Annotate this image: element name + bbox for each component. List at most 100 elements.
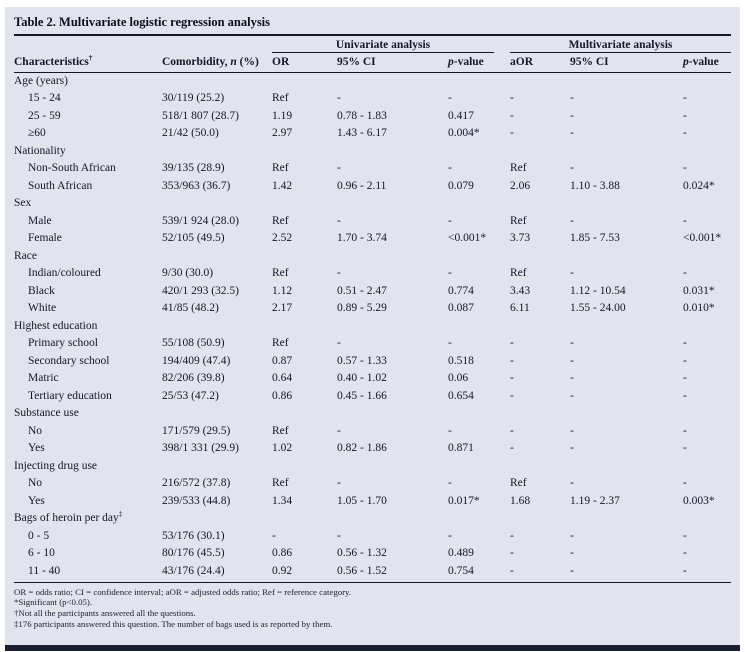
column-header-characteristics: Characteristics† (14, 53, 162, 73)
footnote-line: ‡176 participants answered this question… (14, 618, 333, 629)
cell-characteristic: Non-South African (28, 162, 116, 175)
cell-p-univariate: - (448, 214, 452, 227)
cell-or: 2.17 (272, 302, 293, 315)
cell-p-multivariate: - (683, 564, 687, 577)
cell-p-univariate: <0.001* (448, 232, 487, 245)
cell-aor: 6.11 (510, 302, 530, 315)
table-row: 0 - 5 53/176 (30.1) - - - - - - (14, 527, 731, 545)
cell-ci-univariate: 0.89 - 5.29 (337, 302, 387, 315)
cell-aor: Ref (510, 477, 527, 490)
section-label: Substance use (14, 407, 79, 420)
table-row: Male 539/1 924 (28.0) Ref - - Ref - - (14, 212, 731, 230)
cell-aor: Ref (510, 267, 527, 280)
table-row: Female 52/105 (49.5) 2.52 1.70 - 3.74 <0.001… (14, 230, 731, 248)
cell-p-univariate: 0.518 (448, 354, 474, 367)
table-row: 25 - 59 518/1 807 (28.7) 1.19 0.78 - 1.83 0.… (14, 107, 731, 125)
cell-p-multivariate: 0.003* (683, 494, 715, 507)
cell-p-univariate: 0.754 (448, 564, 474, 577)
table-row: No 171/579 (29.5) Ref - - - - - (14, 422, 731, 440)
cell-comorbidity: 518/1 807 (28.7) (162, 109, 239, 122)
section-row: Race (14, 247, 731, 265)
title-rule (14, 34, 731, 36)
cell-comorbidity: 353/963 (36.7) (162, 179, 231, 192)
cell-p-multivariate: - (683, 389, 687, 402)
cell-ci-multivariate: - (570, 127, 574, 140)
cell-characteristic: Yes (28, 494, 45, 507)
cell-aor: 1.68 (510, 494, 531, 507)
section-row: Bags of heroin per day‡ (14, 510, 731, 528)
cell-aor: - (510, 424, 514, 437)
cell-ci-univariate: - (337, 424, 341, 437)
group-header-univariate-label: Univariate analysis (272, 39, 494, 53)
column-header-ci-multivariate: 95% CI (570, 53, 683, 73)
cell-characteristic: Secondary school (28, 354, 110, 367)
cell-comorbidity: 539/1 924 (28.0) (162, 214, 239, 227)
section-row: Highest education (14, 317, 731, 335)
cell-ci-univariate: 1.05 - 1.70 (337, 494, 387, 507)
cell-comorbidity: 420/1 293 (32.5) (162, 284, 239, 297)
cell-p-multivariate: - (683, 337, 687, 350)
table-row: Matric 82/206 (39.8) 0.64 0.40 - 1.02 0.06 - -… (14, 370, 731, 388)
section-row: Injecting drug use (14, 457, 731, 475)
cell-p-univariate: 0.774 (448, 284, 474, 297)
cell-ci-multivariate: - (570, 337, 574, 350)
cell-or: Ref (272, 477, 289, 490)
cell-or: 2.97 (272, 127, 293, 140)
cell-aor: - (510, 547, 514, 560)
table-row: Non-South African 39/135 (28.9) Ref - - Ref - - (14, 160, 731, 178)
cell-or: Ref (272, 337, 289, 350)
section-row: Sex (14, 195, 731, 213)
section-label: Race (14, 249, 37, 262)
cell-p-multivariate: - (683, 424, 687, 437)
cell-p-univariate: 0.079 (448, 179, 474, 192)
section-row: Nationality (14, 142, 731, 160)
section-label: Nationality (14, 144, 66, 157)
cell-ci-univariate: 0.56 - 1.32 (337, 547, 387, 560)
cell-p-multivariate: - (683, 477, 687, 490)
cell-ci-multivariate: 1.12 - 10.54 (570, 284, 626, 297)
cell-comorbidity: 80/176 (45.5) (162, 547, 225, 560)
cell-ci-multivariate: 1.10 - 3.88 (570, 179, 620, 192)
cell-aor: - (510, 92, 514, 105)
cell-comorbidity: 55/108 (50.9) (162, 337, 225, 350)
section-row: Age (years) (14, 72, 731, 90)
table-bottom-rule (14, 581, 731, 583)
cell-aor: Ref (510, 214, 527, 227)
cell-comorbidity: 43/176 (24.4) (162, 564, 225, 577)
cell-aor: Ref (510, 162, 527, 175)
cell-ci-univariate: 0.40 - 1.02 (337, 372, 387, 385)
cell-comorbidity: 194/409 (47.4) (162, 354, 231, 367)
cell-ci-univariate: 1.70 - 3.74 (337, 232, 387, 245)
column-header-p-multivariate: p-value (683, 53, 731, 73)
cell-aor: 3.73 (510, 232, 531, 245)
cell-comorbidity: 171/579 (29.5) (162, 424, 231, 437)
group-header-univariate: Univariate analysis (272, 36, 510, 53)
table-row: Yes 239/533 (44.8) 1.34 1.05 - 1.70 0.017* 1.… (14, 492, 731, 510)
cell-p-univariate: - (448, 92, 452, 105)
cell-or: - (272, 529, 276, 542)
cell-ci-multivariate: - (570, 424, 574, 437)
cell-ci-multivariate: - (570, 92, 574, 105)
cell-comorbidity: 41/85 (48.2) (162, 302, 219, 315)
regression-table: Univariate analysis Multivariate analysi… (14, 36, 731, 580)
cell-comorbidity: 39/135 (28.9) (162, 162, 225, 175)
cell-characteristic: Female (28, 232, 62, 245)
table-row: 15 - 24 30/119 (25.2) Ref - - - - - (14, 90, 731, 108)
cell-comorbidity: 82/206 (39.8) (162, 372, 225, 385)
table-row: White 41/85 (48.2) 2.17 0.89 - 5.29 0.087 6.1… (14, 300, 731, 318)
cell-p-multivariate: 0.024* (683, 179, 715, 192)
cell-p-multivariate: - (683, 442, 687, 455)
cell-or: Ref (272, 214, 289, 227)
table-row: 6 - 10 80/176 (45.5) 0.86 0.56 - 1.32 0.489 -… (14, 545, 731, 563)
cell-p-multivariate: <0.001* (683, 232, 722, 245)
cell-characteristic: No (28, 424, 43, 437)
cell-ci-univariate: 0.57 - 1.33 (337, 354, 387, 367)
footnote-line: OR = odds ratio; CI = confidence interva… (14, 586, 352, 597)
cell-ci-univariate: - (337, 267, 341, 280)
cell-or: Ref (272, 267, 289, 280)
cell-p-multivariate: - (683, 92, 687, 105)
cell-characteristic: Male (28, 214, 52, 227)
cell-or: 0.86 (272, 389, 293, 402)
cell-p-multivariate: 0.031* (683, 284, 715, 297)
cell-characteristic: 25 - 59 (28, 109, 61, 122)
